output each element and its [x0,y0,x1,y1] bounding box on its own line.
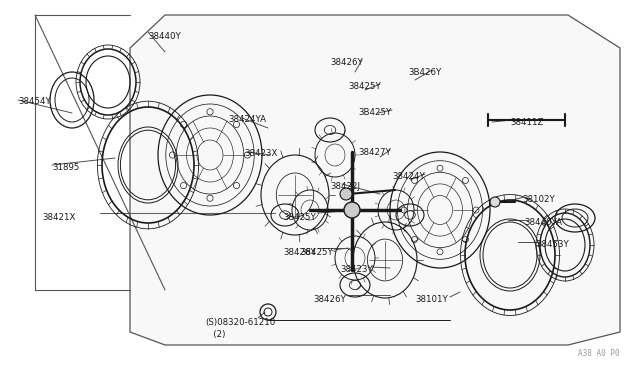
Text: A38 A0 P0: A38 A0 P0 [579,349,620,358]
Text: 31895: 31895 [52,163,79,172]
Text: 38440Y: 38440Y [148,32,180,41]
Text: 38425Y: 38425Y [348,82,381,91]
Text: 38101Y: 38101Y [415,295,448,304]
Text: (S)08320-61210: (S)08320-61210 [205,318,275,327]
Text: 38422J: 38422J [330,182,360,191]
Text: 38425Y: 38425Y [300,248,333,257]
Text: 3B425Y: 3B425Y [358,108,391,117]
Text: 38421X: 38421X [42,213,76,222]
Text: 38454Y: 38454Y [18,97,51,106]
Text: 38423Y: 38423Y [340,265,372,274]
Text: 38424YA: 38424YA [228,115,266,124]
Text: 38426Y: 38426Y [313,295,346,304]
Text: 3B426Y: 3B426Y [408,68,441,77]
Text: 38423X: 38423X [244,149,277,158]
Text: 38440YA: 38440YA [524,218,562,227]
Text: 38426Y: 38426Y [330,58,363,67]
Text: 38426Y: 38426Y [283,248,316,257]
Text: 38453Y: 38453Y [536,240,569,249]
Text: 38102Y: 38102Y [522,195,555,204]
Circle shape [344,202,360,218]
Text: 38427Y: 38427Y [358,148,391,157]
Text: 38425Y: 38425Y [283,213,316,222]
Circle shape [340,188,352,200]
Polygon shape [130,15,620,345]
Circle shape [490,197,500,207]
Text: 38411Z: 38411Z [510,118,543,127]
Text: 38424Y: 38424Y [392,172,425,181]
Text: (2): (2) [205,330,225,339]
